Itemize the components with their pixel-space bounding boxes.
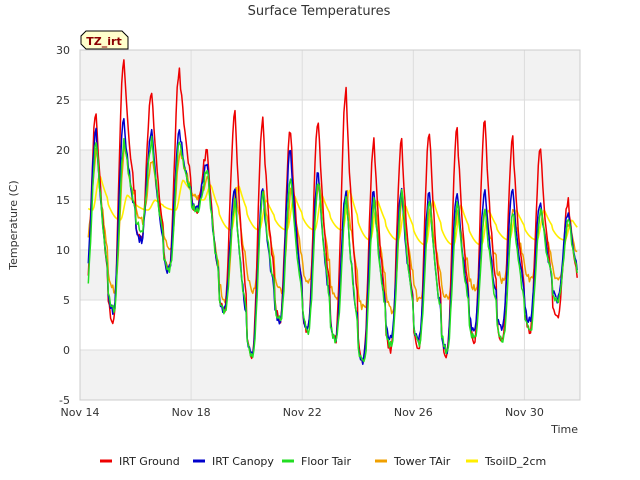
y-tick-label: -5 [59, 394, 70, 407]
legend-label: IRT Ground [119, 455, 180, 468]
y-tick-label: 15 [56, 194, 70, 207]
plot-frame [79, 49, 581, 401]
tz-irt-tag: TZ_irt [80, 30, 129, 50]
y-axis-ticks: -5 0 5 10 15 20 25 30 [56, 44, 70, 407]
series-layer [87, 59, 578, 366]
legend-label: TsoilD_2cm [484, 455, 546, 468]
x-axis-ticks: Nov 14 Nov 18 Nov 22 Nov 26 Nov 30 [61, 406, 544, 419]
y-tick-label: 0 [63, 344, 70, 357]
legend-item-irt-canopy: IRT Canopy [193, 455, 274, 468]
legend: IRT Ground IRT Canopy Floor Tair Tower TAir… [100, 455, 546, 468]
series-line-floor-tair [87, 135, 578, 363]
y-tick-label: 20 [56, 144, 70, 157]
x-tick-label: Nov 18 [172, 406, 211, 419]
grid-band [80, 150, 580, 200]
legend-item-floor-tair: Floor Tair [282, 455, 352, 468]
grid-band [80, 350, 580, 400]
chart-title: Surface Temperatures [248, 4, 391, 19]
x-axis-title: Time [550, 423, 578, 436]
series-line-tower-tair [87, 146, 578, 315]
y-tick-label: 5 [63, 294, 70, 307]
x-tick-label: Nov 30 [505, 406, 544, 419]
tag-label: TZ_irt [86, 35, 121, 48]
x-tick-label: Nov 14 [61, 406, 100, 419]
x-tick-label: Nov 22 [283, 406, 322, 419]
legend-item-irt-ground: IRT Ground [100, 455, 180, 468]
y-tick-label: 30 [56, 44, 70, 57]
grid-band [80, 50, 580, 100]
axes [79, 49, 581, 401]
y-tick-label: 10 [56, 244, 70, 257]
legend-item-tower-tair: Tower TAir [375, 455, 451, 468]
plot-background [80, 50, 580, 400]
legend-label: Floor Tair [301, 455, 352, 468]
legend-item-tsoild-2cm: TsoilD_2cm [466, 455, 546, 468]
y-tick-label: 25 [56, 94, 70, 107]
y-axis-title: Temperature (C) [7, 180, 20, 270]
plot-area [80, 50, 580, 400]
series-line-tsoild-2cm [87, 174, 578, 246]
x-tick-label: Nov 26 [394, 406, 433, 419]
tag-box [80, 30, 129, 50]
legend-label: Tower TAir [393, 455, 451, 468]
legend-label: IRT Canopy [212, 455, 274, 468]
